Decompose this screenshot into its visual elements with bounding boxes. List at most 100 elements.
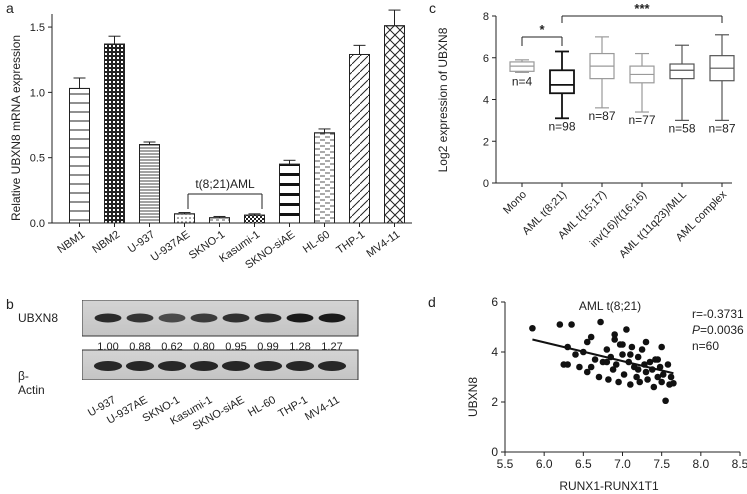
bar-nbm1 bbox=[69, 87, 90, 224]
scatter-point bbox=[625, 358, 633, 366]
box-1 bbox=[549, 69, 575, 95]
panel-letter-c: c bbox=[429, 0, 436, 16]
scatter-point bbox=[591, 356, 599, 363]
y-tick-label: 6 bbox=[491, 295, 498, 309]
y-tick-label: 0 bbox=[491, 445, 498, 459]
scatter-point bbox=[650, 383, 658, 391]
scatter-point bbox=[627, 351, 634, 358]
y-axis-label: Relative UBXN8 mRNA expression bbox=[9, 35, 23, 221]
n-label: n=87 bbox=[588, 109, 615, 123]
scatter-point bbox=[607, 353, 615, 361]
scatter-point bbox=[583, 338, 591, 346]
scatter-point bbox=[603, 346, 611, 353]
actin-band bbox=[253, 361, 283, 371]
x-tick-label: NBM1 bbox=[55, 229, 87, 256]
densitometry-value: 0.99 bbox=[257, 341, 279, 353]
y-tick-label: 1.5 bbox=[30, 22, 45, 34]
scatter-point bbox=[583, 368, 591, 376]
scatter-point bbox=[634, 353, 642, 361]
scatter-point bbox=[623, 326, 630, 333]
x-tick-label: THP-1 bbox=[334, 229, 367, 257]
scatter-point bbox=[619, 341, 626, 348]
panel-letter-d: d bbox=[428, 294, 436, 310]
scatter-point bbox=[612, 361, 620, 368]
blot-lane-label: MV4-11 bbox=[303, 394, 342, 424]
scatter-point bbox=[611, 331, 618, 338]
y-axis-label: Log2 expression of UBXN8 bbox=[436, 27, 450, 172]
n-label: n=87 bbox=[708, 121, 735, 135]
scatter-point bbox=[642, 368, 650, 376]
x-tick-label: 8.5 bbox=[732, 457, 747, 471]
actin-band bbox=[317, 361, 347, 371]
bar-skno-1 bbox=[209, 217, 230, 224]
scatter-point bbox=[572, 351, 579, 358]
scatter-point bbox=[627, 381, 634, 388]
scatter-point bbox=[580, 348, 587, 356]
stat-r: r=-0.3731 bbox=[692, 307, 744, 321]
scatter-point bbox=[656, 363, 664, 371]
scatter-point bbox=[564, 343, 571, 351]
ubxn8-band bbox=[126, 313, 154, 323]
scatter-point bbox=[597, 318, 604, 326]
scatter-point bbox=[595, 373, 603, 381]
n-label: n=77 bbox=[628, 113, 655, 127]
scatter-point bbox=[658, 378, 665, 386]
y-tick-label: 4 bbox=[491, 345, 498, 359]
actin-band bbox=[93, 361, 123, 371]
x-tick-label: NBM2 bbox=[90, 229, 122, 256]
scatter-point bbox=[633, 373, 640, 381]
scatter-point bbox=[662, 397, 669, 405]
bar-skno-siae bbox=[279, 163, 300, 224]
stat-p-label: P bbox=[692, 323, 700, 337]
y-tick-label: 6 bbox=[483, 53, 489, 65]
scatter-point bbox=[568, 321, 575, 328]
y-tick-label: 4 bbox=[483, 95, 489, 107]
scatter-point bbox=[634, 366, 642, 373]
x-tick-label: MV4-11 bbox=[364, 229, 402, 260]
x-tick-label: 6.0 bbox=[536, 457, 553, 471]
scatter-point bbox=[648, 366, 656, 373]
scatter-point bbox=[644, 376, 651, 383]
t821-bracket: t(8;21)AML bbox=[187, 177, 263, 209]
blot-label-actin: β-Actin bbox=[18, 369, 45, 397]
scatter-point bbox=[654, 356, 662, 363]
scatter-point bbox=[587, 333, 595, 341]
scatter-point bbox=[641, 361, 648, 368]
box-4 bbox=[669, 63, 695, 80]
densitometry-value: 0.62 bbox=[161, 341, 183, 353]
stat-n: n=60 bbox=[692, 339, 719, 353]
actin-band bbox=[221, 361, 251, 371]
x-tick-label: Mono bbox=[501, 189, 529, 217]
panel-letter-b: b bbox=[6, 296, 14, 312]
scatter-plot-d: 0 2 4 6 5.5 6.0 6.5 7.0 7.5 8.0 8.5 AML t(8;21) r=… bbox=[466, 295, 747, 493]
densitometry-value: 0.88 bbox=[129, 341, 151, 353]
y-tick-label: 0 bbox=[483, 178, 489, 190]
y-tick-label: 0.5 bbox=[30, 153, 45, 165]
scatter-point bbox=[576, 363, 583, 371]
bar-hl-60 bbox=[314, 132, 335, 224]
x-tick-label: 8.0 bbox=[692, 457, 709, 471]
scatter-point bbox=[529, 324, 536, 332]
densitometry-value: 1.27 bbox=[321, 341, 343, 353]
bar-nbm2 bbox=[104, 43, 125, 224]
scatter-point bbox=[615, 378, 622, 386]
actin-band bbox=[157, 361, 187, 371]
blot-lane-label: HL-60 bbox=[246, 394, 278, 420]
x-tick-label: 7.0 bbox=[614, 457, 631, 471]
x-tick-label: AML t(11q23)/MLL bbox=[617, 189, 689, 261]
blot-image bbox=[82, 300, 359, 380]
y-tick-label: 8 bbox=[483, 11, 489, 23]
blot-label-ubxn8: UBXN8 bbox=[18, 311, 59, 325]
bar-mv4-11 bbox=[384, 25, 405, 224]
y-tick-label: 2 bbox=[491, 395, 498, 409]
sig-label: *** bbox=[634, 1, 650, 16]
scatter-point bbox=[620, 371, 628, 378]
y-axis-label: UBXN8 bbox=[466, 377, 480, 417]
t821-annotation: t(8;21)AML bbox=[195, 177, 255, 191]
x-tick-label: HL-60 bbox=[301, 229, 332, 256]
ubxn8-band bbox=[158, 313, 186, 323]
scatter-point bbox=[587, 363, 595, 371]
scatter-point bbox=[636, 378, 644, 386]
actin-band bbox=[189, 361, 219, 371]
